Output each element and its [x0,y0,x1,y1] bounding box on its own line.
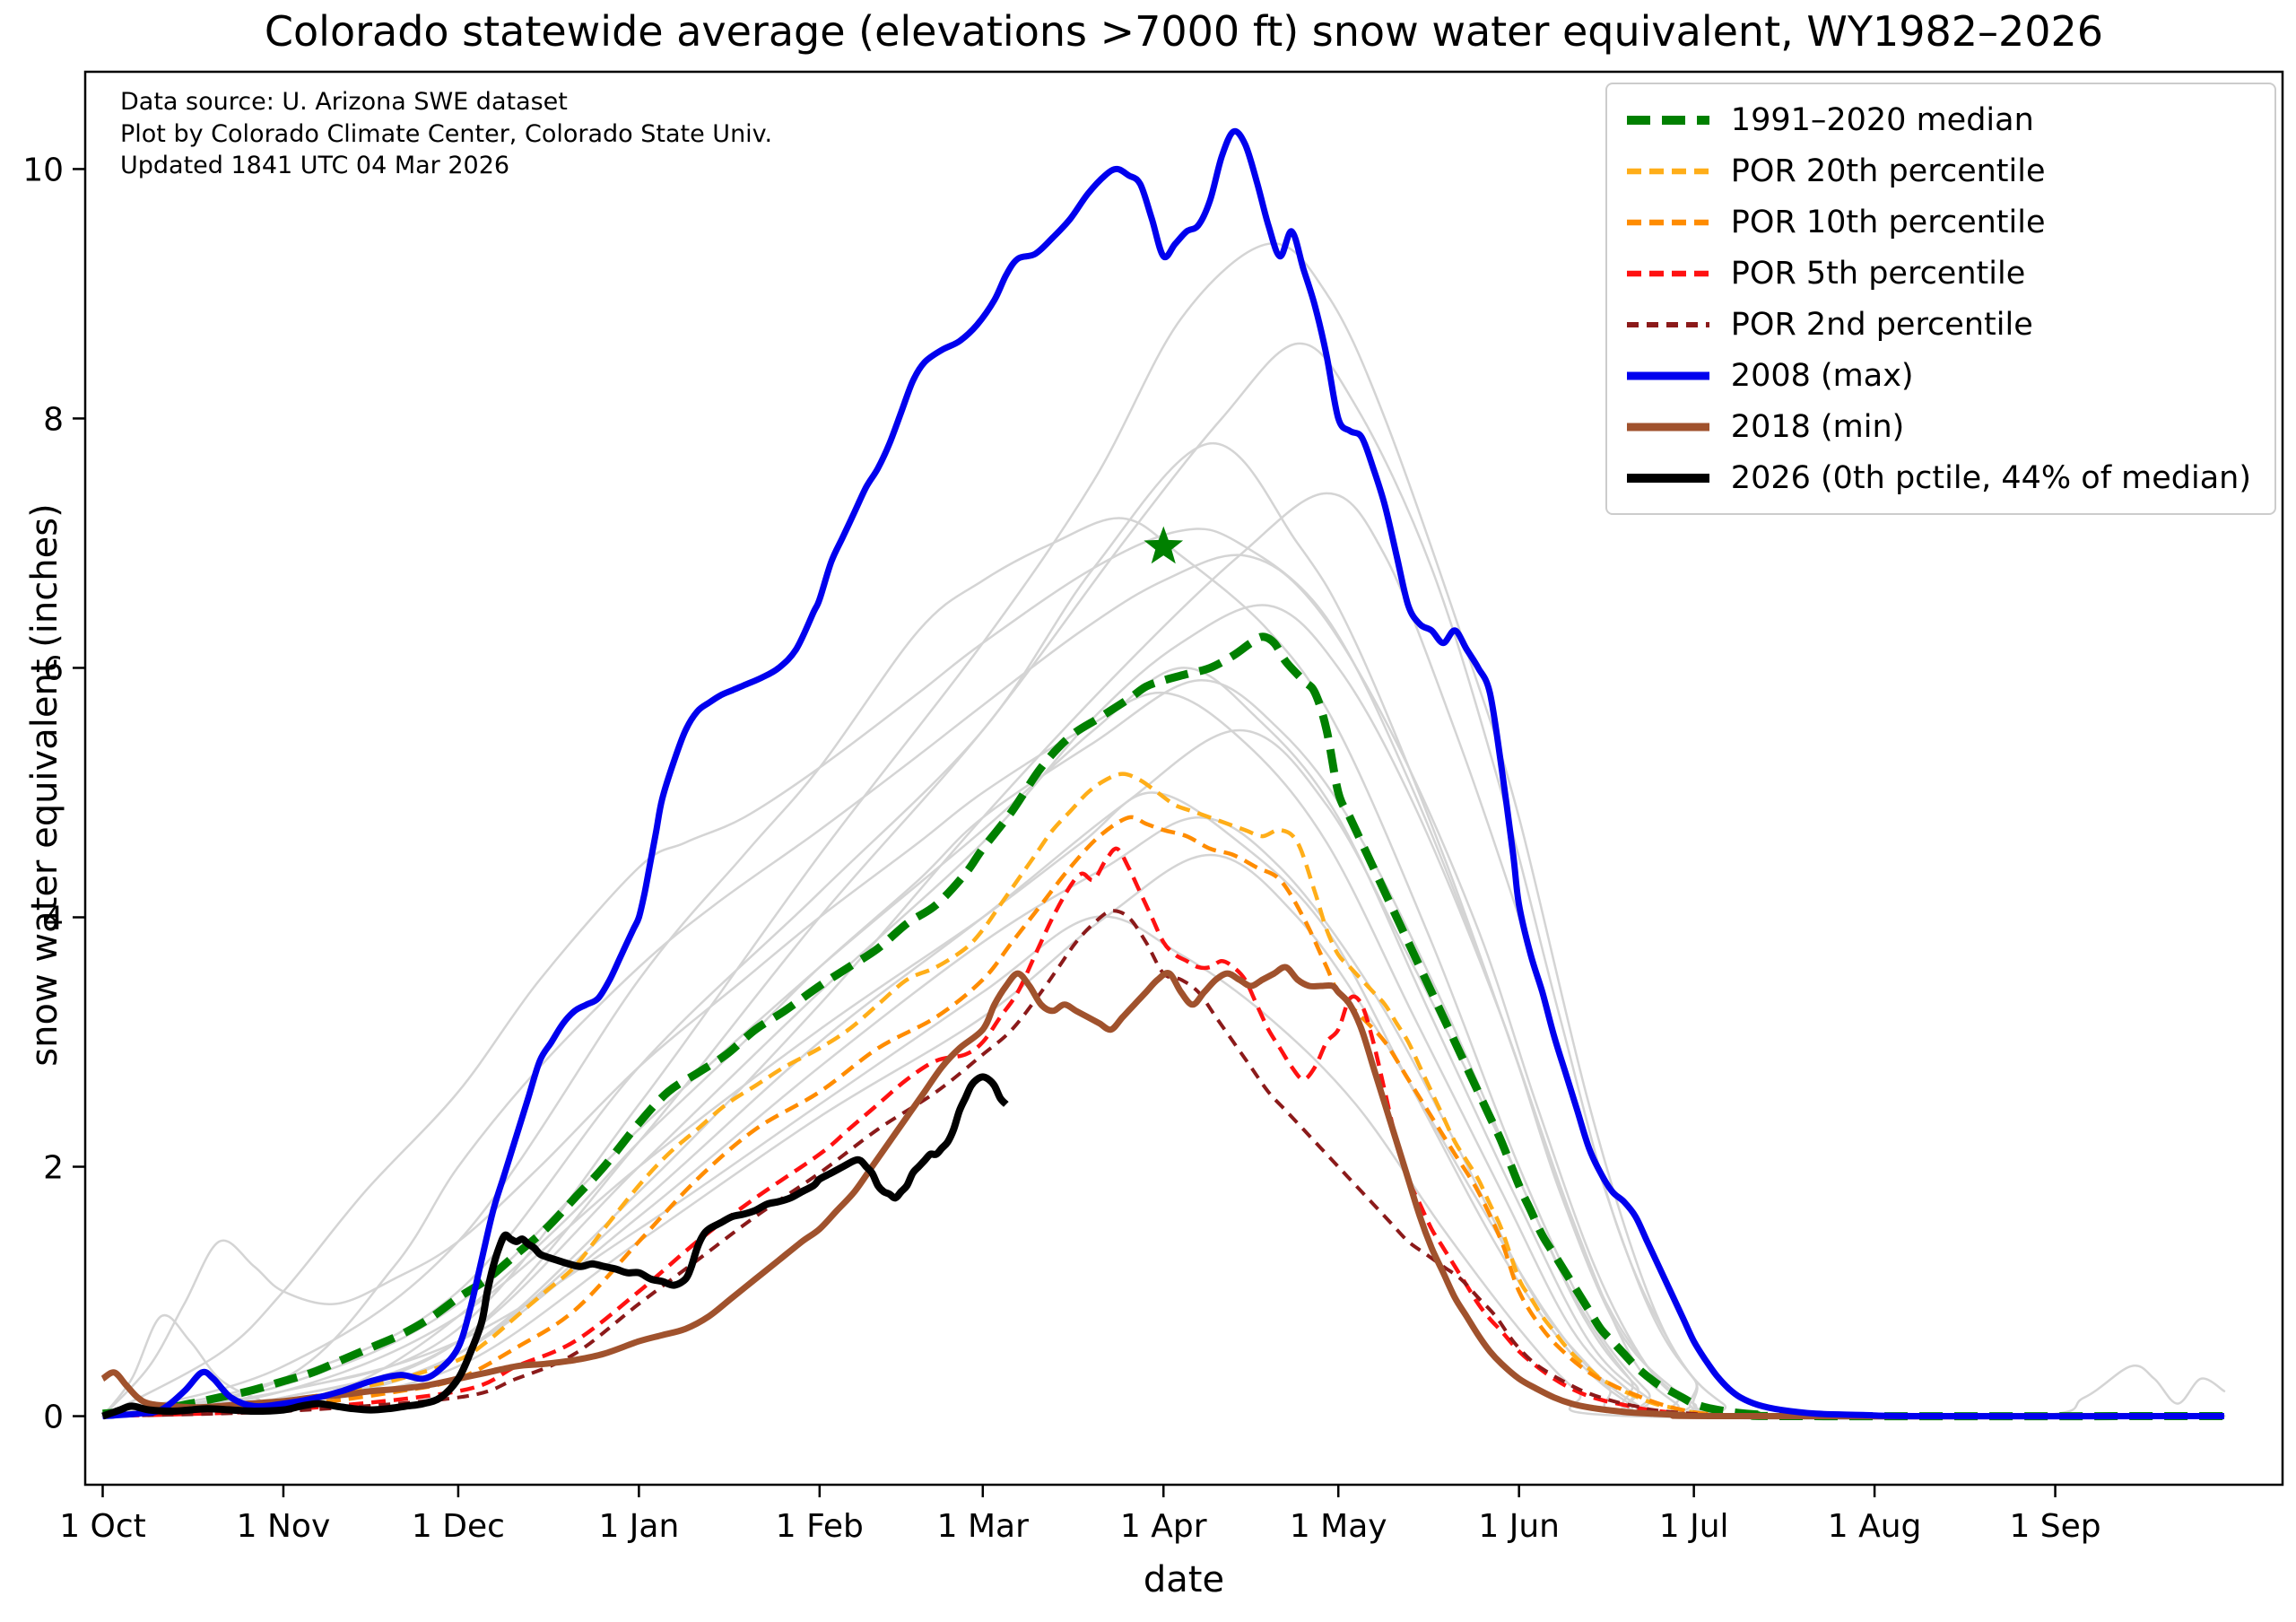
annotation-line-3: Updated 1841 UTC 04 Mar 2026 [120,152,510,180]
x-tick-label: 1 Jul [1659,1508,1729,1545]
chart-title: Colorado statewide average (elevations >… [264,7,2104,56]
x-tick-label: 1 Jan [598,1508,679,1545]
series-por-5th-percentile [102,846,2225,1418]
legend-item-2026-0th-pctile-: 2026 (0th pctile, 44% of median) [1625,457,2251,499]
x-tick-label: 1 Oct [59,1508,146,1545]
legend-line-sample [1626,168,1709,174]
legend-label: POR 10th percentile [1730,204,2046,240]
series-background-bg-10 [101,492,2226,1420]
series-1991-2020-median [102,632,2225,1421]
series-background-bg-3 [101,517,2226,1419]
series-background-bg-4 [101,604,2226,1419]
x-tick-label: 1 Jun [1478,1508,1560,1545]
legend-line-sample [1626,321,1709,327]
legend-label: 2018 (min) [1730,408,1905,445]
legend-label: POR 5th percentile [1730,255,2026,292]
series-background-bg-13 [101,692,2226,1419]
y-tick-label: 2 [43,1150,64,1187]
x-axis-label: date [1143,1559,1225,1600]
x-tick-label: 1 May [1290,1508,1387,1545]
y-tick-label: 4 [43,900,64,937]
y-axis-label: snow water equivalent (inches) [24,503,65,1067]
series-background-bg-12 [101,915,2226,1419]
series-background-bg-6 [101,728,2226,1420]
annotation-line-2: Plot by Colorado Climate Center, Colorad… [120,119,773,148]
series-background-bg-16 [101,554,2226,1418]
x-tick-label: 1 Apr [1120,1508,1207,1545]
y-tick-label: 10 [22,152,64,188]
x-tick-label: 1 Dec [412,1508,505,1545]
legend-label: 2008 (max) [1730,357,1914,394]
legend-label: POR 20th percentile [1730,153,2046,189]
plot-lines [100,127,2226,1421]
legend-label: 2026 (0th pctile, 44% of median) [1730,459,2251,496]
legend-line-sample [1626,473,1709,483]
median-peak-star-icon [1144,526,1184,564]
x-tick-label: 1 Nov [237,1508,331,1545]
series-2018-min- [100,964,2225,1420]
series-por-2nd-percentile [102,909,2225,1418]
series-background-bg-2 [101,442,2226,1418]
series-background-bg-15 [101,679,2226,1420]
legend-label: POR 2nd percentile [1730,306,2033,343]
legend-item-2018-min-: 2018 (min) [1625,406,2251,448]
legend-label: 1991–2020 median [1730,101,2034,138]
legend-item-1991-2020-median: 1991–2020 median [1625,99,2251,141]
legend-item-por-20th-percentile: POR 20th percentile [1625,150,2251,192]
y-tick-label: 0 [43,1400,64,1436]
legend: 1991–2020 median POR 20th percentile POR 1… [1605,83,2276,515]
x-tick-label: 1 Sep [2009,1508,2100,1545]
series-background-bg-8 [101,853,2226,1420]
axes-frame [83,70,2284,1487]
series-background-bg-14 [101,816,2226,1419]
series-2026-0th-pctile- [101,1073,1009,1420]
source-annotation: Data source: U. Arizona SWE dataset Plot… [120,86,772,182]
x-tick-label: 1 Aug [1828,1508,1922,1545]
x-tick-label: 1 Mar [937,1508,1029,1545]
series-por-10th-percentile [102,815,2225,1418]
x-tick-label: 1 Feb [776,1508,864,1545]
series-background-bg-11 [101,528,2226,1418]
legend-item-2008-max-: 2008 (max) [1625,354,2251,397]
legend-line-sample [1626,371,1709,379]
legend-line-sample [1626,423,1709,431]
legend-item-por-2nd-percentile: POR 2nd percentile [1625,303,2251,345]
legend-line-sample [1626,270,1709,276]
legend-item-por-5th-percentile: POR 5th percentile [1625,252,2251,294]
annotation-line-1: Data source: U. Arizona SWE dataset [120,88,568,116]
legend-line-sample [1626,115,1709,125]
series-2008-max- [102,127,2225,1420]
y-tick-label: 6 [43,650,64,687]
legend-item-por-10th-percentile: POR 10th percentile [1625,201,2251,243]
legend-line-sample [1626,219,1709,225]
series-background-bg-5 [101,667,2226,1419]
y-tick-label: 8 [43,401,64,438]
